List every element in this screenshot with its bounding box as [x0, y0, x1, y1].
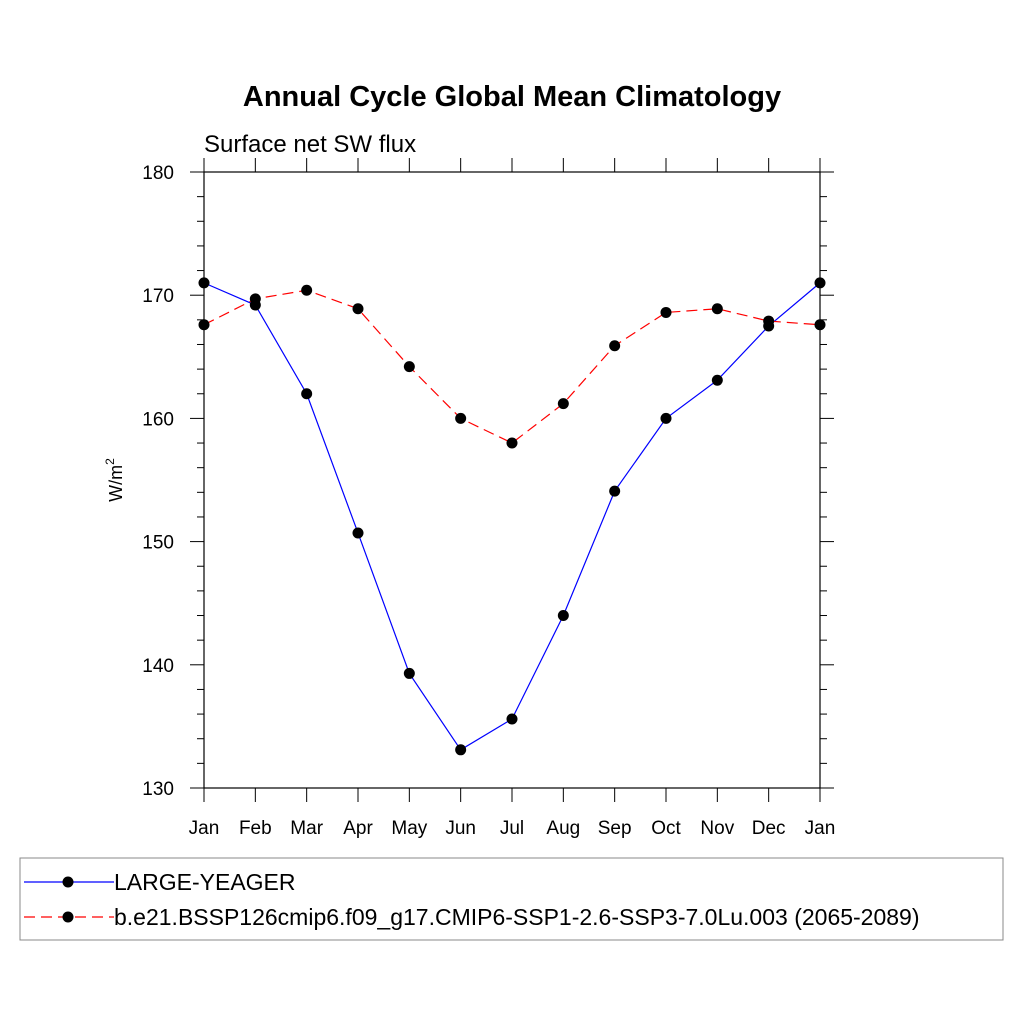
series-line-1: [203, 282, 821, 751]
legend-marker-2: [62, 911, 74, 923]
series-1-point: [506, 713, 518, 725]
series-2-point: [506, 437, 518, 449]
x-tick-label: Sep: [598, 818, 632, 839]
series-2-point: [814, 319, 826, 331]
x-tick-label: Oct: [651, 818, 681, 839]
x-tick-label: Nov: [700, 818, 734, 839]
series-1-point: [198, 277, 210, 289]
series-1-point: [557, 610, 569, 622]
legend-box: [19, 857, 1004, 941]
series-2-point: [455, 412, 467, 424]
series-2-point: [763, 315, 775, 327]
series-1-point: [711, 374, 723, 386]
x-tick-label: May: [391, 818, 427, 839]
legend-marker-1: [62, 876, 74, 888]
plot-frame: [203, 171, 821, 789]
series-2-point: [249, 293, 261, 305]
legend: LARGE-YEAGER b.e21.BSSP126cmip6.f09_g17.C…: [19, 857, 1004, 941]
x-tick-label: Jun: [445, 818, 476, 839]
series-2-point: [711, 303, 723, 315]
y-axis-label-text: W/m: [106, 465, 126, 502]
series-1-point: [403, 667, 415, 679]
series-2-point: [352, 303, 364, 315]
y-tick-label: 180: [142, 163, 174, 184]
y-tick-label: 160: [142, 409, 174, 430]
chart-subtitle: Surface net SW flux: [204, 131, 416, 158]
series-2-point: [403, 361, 415, 373]
x-tick-label: Jul: [500, 818, 524, 839]
y-axis-label: W/m2: [103, 458, 126, 502]
legend-label-2: b.e21.BSSP126cmip6.f09_g17.CMIP6-SSP1-2.…: [114, 904, 920, 930]
series-2-point: [301, 284, 313, 296]
series-1-point: [814, 277, 826, 289]
x-tick-label: Feb: [239, 818, 272, 839]
legend-label-1: LARGE-YEAGER: [114, 869, 296, 895]
x-tick-label: Aug: [546, 818, 580, 839]
x-tick-label: Dec: [752, 818, 786, 839]
series-1-point: [660, 412, 672, 424]
y-tick-label: 130: [142, 779, 174, 800]
series-2-point: [660, 306, 672, 318]
series-line-2: [203, 289, 821, 444]
series-1-point: [455, 744, 467, 756]
series-2-point: [198, 319, 210, 331]
y-tick-label: 150: [142, 533, 174, 554]
series-2-point: [557, 398, 569, 410]
y-tick-label: 140: [142, 656, 174, 677]
y-axis-label-superscript: 2: [103, 458, 117, 465]
x-tick-label: Mar: [290, 818, 323, 839]
series-1-point: [609, 485, 621, 497]
series-2-point: [609, 340, 621, 352]
chart-title: Annual Cycle Global Mean Climatology: [243, 81, 781, 113]
x-tick-label: Jan: [189, 818, 220, 839]
x-tick-label: Apr: [343, 818, 373, 839]
x-tick-label: Jan: [805, 818, 836, 839]
series-1-point: [301, 388, 313, 400]
y-tick-label: 170: [142, 286, 174, 307]
plot-area: 130 140 150 160 170 180 Jan Feb Mar Apr May Jun Jul A…: [142, 158, 835, 839]
series-1-point: [352, 527, 364, 539]
